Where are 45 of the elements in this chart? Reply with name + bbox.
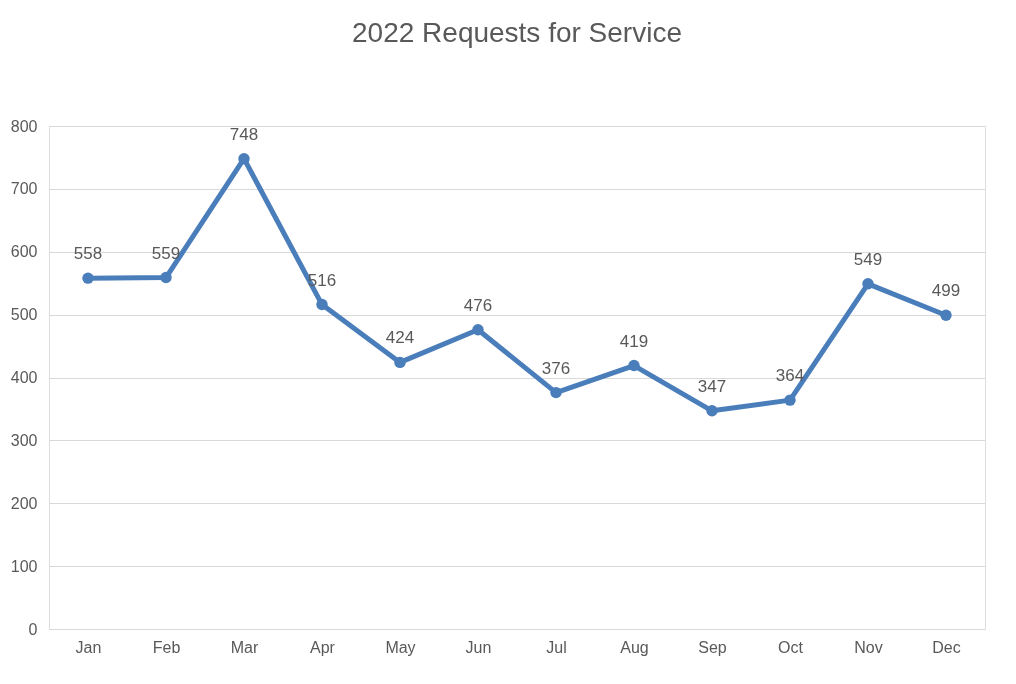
data-label: 424 bbox=[385, 328, 415, 348]
data-label: 419 bbox=[619, 331, 649, 351]
y-tick-label: 700 bbox=[10, 180, 38, 198]
y-tick-label: 500 bbox=[10, 306, 38, 324]
x-tick-label: Jun bbox=[465, 638, 492, 656]
data-label: 376 bbox=[541, 358, 571, 378]
y-tick-label: 400 bbox=[10, 369, 38, 386]
point bbox=[628, 359, 640, 372]
y-tick-label: 300 bbox=[10, 431, 38, 449]
data-label: 476 bbox=[463, 295, 493, 315]
y-tick-label: 100 bbox=[10, 557, 38, 575]
data-label: 499 bbox=[931, 281, 961, 301]
x-tick-label: Nov bbox=[854, 638, 883, 656]
x-tick-label: Sep bbox=[698, 638, 727, 656]
x-tick-label: Oct bbox=[778, 638, 804, 656]
point bbox=[862, 278, 874, 290]
point bbox=[550, 386, 562, 399]
x-tick-label: Dec bbox=[932, 638, 961, 656]
data-label: 549 bbox=[853, 249, 883, 269]
data-label: 364 bbox=[775, 366, 805, 386]
point bbox=[238, 153, 250, 165]
x-tick-label: Jan bbox=[75, 638, 102, 656]
point bbox=[160, 271, 172, 284]
y-tick-label: 800 bbox=[10, 117, 38, 135]
y-tick-label: 600 bbox=[10, 243, 38, 261]
x-tick-label: Mar bbox=[230, 638, 259, 656]
data-label: 347 bbox=[697, 376, 727, 396]
point bbox=[394, 356, 406, 369]
data-label: 748 bbox=[229, 124, 259, 144]
point bbox=[940, 309, 952, 321]
point bbox=[82, 272, 94, 284]
x-tick-label: Aug bbox=[620, 638, 649, 656]
y-tick-label: 0 bbox=[28, 620, 38, 638]
y-tick-label: 200 bbox=[10, 494, 38, 512]
data-label: 558 bbox=[73, 244, 103, 264]
point bbox=[706, 405, 718, 417]
x-tick-label: May bbox=[385, 638, 416, 656]
x-tick-label: Apr bbox=[310, 638, 336, 656]
chart-title: 2022 Requests for Service bbox=[352, 17, 682, 48]
point bbox=[316, 298, 328, 311]
data-label: 559 bbox=[151, 243, 181, 263]
x-tick-label: Feb bbox=[152, 638, 181, 656]
point bbox=[472, 324, 484, 336]
x-tick-label: Jul bbox=[546, 638, 567, 656]
point bbox=[784, 394, 796, 406]
